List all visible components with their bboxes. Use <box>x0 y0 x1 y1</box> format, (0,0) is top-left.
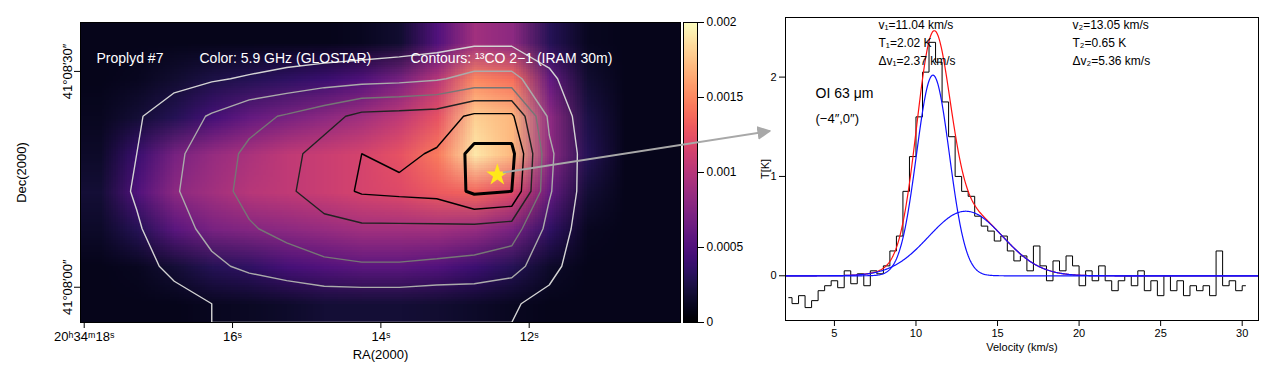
svg-text:RA(2000): RA(2000) <box>353 347 409 362</box>
svg-text:5: 5 <box>831 327 837 339</box>
svg-text:0.002: 0.002 <box>707 15 737 29</box>
svg-text:12ˢ: 12ˢ <box>520 329 539 344</box>
svg-text:1: 1 <box>770 170 777 182</box>
svg-text:14ˢ: 14ˢ <box>371 329 390 344</box>
svg-text:25: 25 <box>1155 327 1167 339</box>
svg-text:Proplyd #7: Proplyd #7 <box>97 50 164 66</box>
svg-text:16ˢ: 16ˢ <box>223 329 242 344</box>
svg-text:41°08′00″: 41°08′00″ <box>60 259 75 315</box>
svg-text:(−4″,0″): (−4″,0″) <box>816 111 860 126</box>
svg-text:10: 10 <box>910 327 922 339</box>
svg-text:Δv₂=5.36 km/s: Δv₂=5.36 km/s <box>1073 54 1151 68</box>
svg-text:0.001: 0.001 <box>707 165 737 179</box>
svg-text:0: 0 <box>707 315 714 329</box>
svg-text:Δv₁=2.37 km/s: Δv₁=2.37 km/s <box>879 54 956 68</box>
svg-text:Color: 5.9 GHz (GLOSTAR): Color: 5.9 GHz (GLOSTAR) <box>200 50 372 66</box>
svg-text:41°08′30″: 41°08′30″ <box>60 43 75 99</box>
svg-text:15: 15 <box>991 327 1003 339</box>
svg-text:30: 30 <box>1236 327 1248 339</box>
svg-text:v₂=13.05 km/s: v₂=13.05 km/s <box>1073 18 1149 32</box>
svg-text:T₂=0.65 K: T₂=0.65 K <box>1073 36 1127 50</box>
svg-text:OI 63 μm: OI 63 μm <box>816 85 874 101</box>
svg-text:20ʰ34ᵐ18ˢ: 20ʰ34ᵐ18ˢ <box>54 329 115 344</box>
svg-text:0.0015: 0.0015 <box>707 90 744 104</box>
svg-text:20: 20 <box>1073 327 1085 339</box>
svg-text:T₁=2.02 K: T₁=2.02 K <box>879 36 932 50</box>
svg-text:T[K]: T[K] <box>759 159 771 179</box>
svg-text:Dec(2000): Dec(2000) <box>14 142 29 203</box>
svg-text:v₁=11.04 km/s: v₁=11.04 km/s <box>879 18 954 32</box>
svg-text:0.0005: 0.0005 <box>707 240 744 254</box>
svg-text:0: 0 <box>770 269 776 281</box>
svg-text:2: 2 <box>770 71 776 83</box>
svg-text:Contours: ¹³CO 2−1 (IRAM 30m): Contours: ¹³CO 2−1 (IRAM 30m) <box>411 50 613 66</box>
svg-text:Velocity (km/s): Velocity (km/s) <box>986 341 1058 353</box>
